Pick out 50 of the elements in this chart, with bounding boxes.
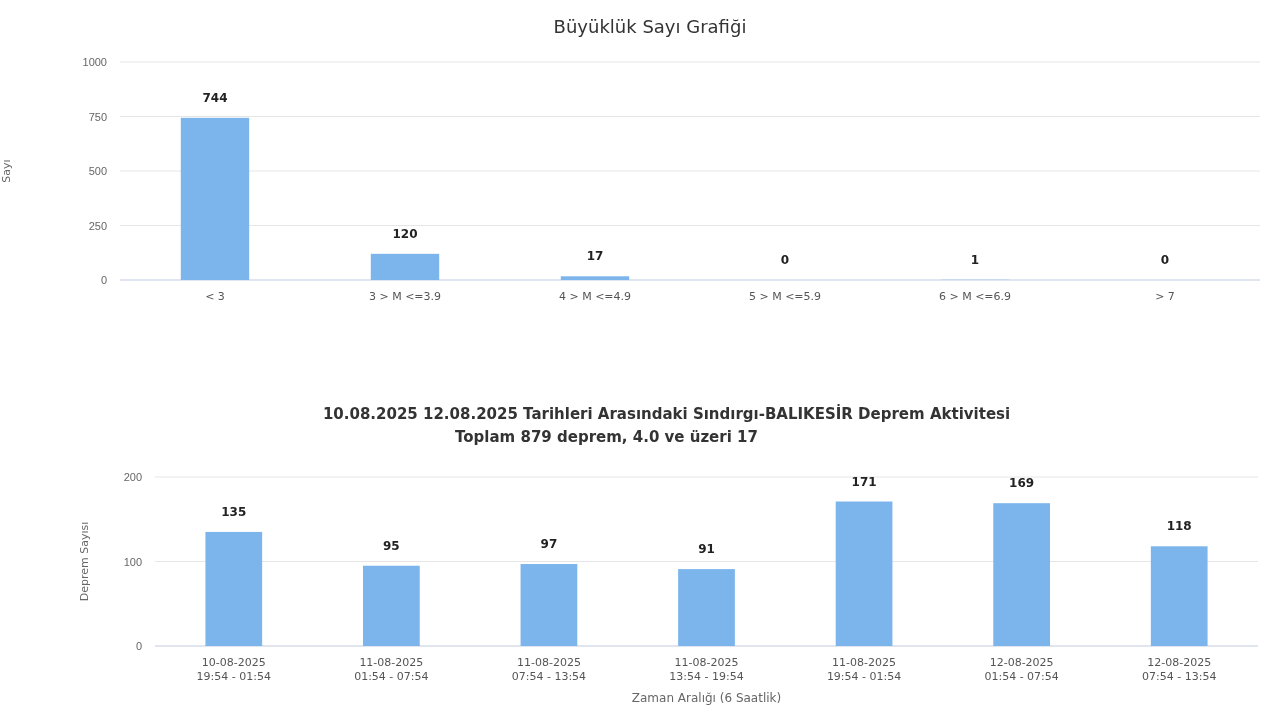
x-tick-label: 5 > M <=5.9	[748, 290, 822, 303]
x-tick-label: 11-08-2025 13:54 - 19:54	[669, 656, 744, 683]
bar	[835, 501, 893, 646]
bar	[560, 276, 630, 280]
data-label: 135	[221, 504, 247, 519]
x-tick-label: 3 > M <=3.9	[368, 290, 442, 303]
x-tick-label: > 7	[1155, 290, 1175, 303]
y-tick-label: 750	[88, 110, 107, 123]
data-label: 171	[851, 474, 877, 489]
data-label: 120	[392, 226, 418, 241]
data-label: 91	[698, 542, 715, 557]
y-axis-title: Sayı	[0, 159, 13, 183]
chart-title: Büyüklük Sayı Grafiği	[553, 16, 747, 37]
bar	[520, 564, 578, 646]
y-tick-label: 1000	[82, 56, 107, 69]
data-label: 0	[780, 253, 790, 267]
bar	[1150, 546, 1208, 646]
x-tick-label: < 3	[205, 290, 225, 303]
data-label: 744	[202, 90, 228, 105]
y-tick-label: 250	[88, 219, 107, 232]
chart-subtitle: Toplam 879 deprem, 4.0 ve üzeri 17	[455, 428, 758, 446]
y-tick-label: 0	[135, 640, 142, 653]
data-label: 17	[586, 249, 604, 264]
data-label: 0	[1160, 253, 1170, 267]
y-tick-label: 200	[123, 471, 142, 484]
x-tick-label: 4 > M <=4.9	[558, 290, 632, 303]
data-label: 118	[1166, 519, 1192, 534]
x-tick-label: 12-08-2025 07:54 - 13:54	[1142, 656, 1217, 683]
bar	[362, 565, 420, 646]
x-tick-label: 12-08-2025 01:54 - 07:54	[984, 656, 1059, 683]
x-tick-label: 11-08-2025 07:54 - 13:54	[511, 656, 587, 683]
y-tick-label: 0	[100, 274, 107, 287]
bar	[993, 503, 1051, 646]
chart-title: 10.08.2025 12.08.2025 Tarihleri Arasındaki Sındırgı-BALIKESİR Deprem Aktivitesi	[322, 404, 1011, 423]
bar	[205, 531, 263, 646]
y-axis-title: Deprem Sayısı	[78, 521, 91, 602]
y-tick-label: 500	[88, 165, 107, 178]
x-tick-label: 11-08-2025 19:54 - 01:54	[826, 656, 902, 683]
data-label: 169	[1009, 476, 1035, 491]
x-tick-label: 10-08-2025 19:54 - 01:54	[196, 656, 271, 683]
data-label: 1	[970, 252, 980, 267]
x-tick-label: 11-08-2025 01:54 - 07:54	[354, 656, 429, 683]
x-tick-label: 6 > M <=6.9	[938, 290, 1012, 303]
bar	[180, 117, 250, 280]
bar	[678, 569, 735, 646]
x-axis-title: Zaman Aralığı (6 Saatlik)	[631, 691, 782, 705]
data-label: 97	[540, 537, 558, 552]
bar	[370, 253, 440, 280]
y-tick-label: 100	[123, 555, 142, 568]
data-label: 95	[383, 538, 400, 553]
